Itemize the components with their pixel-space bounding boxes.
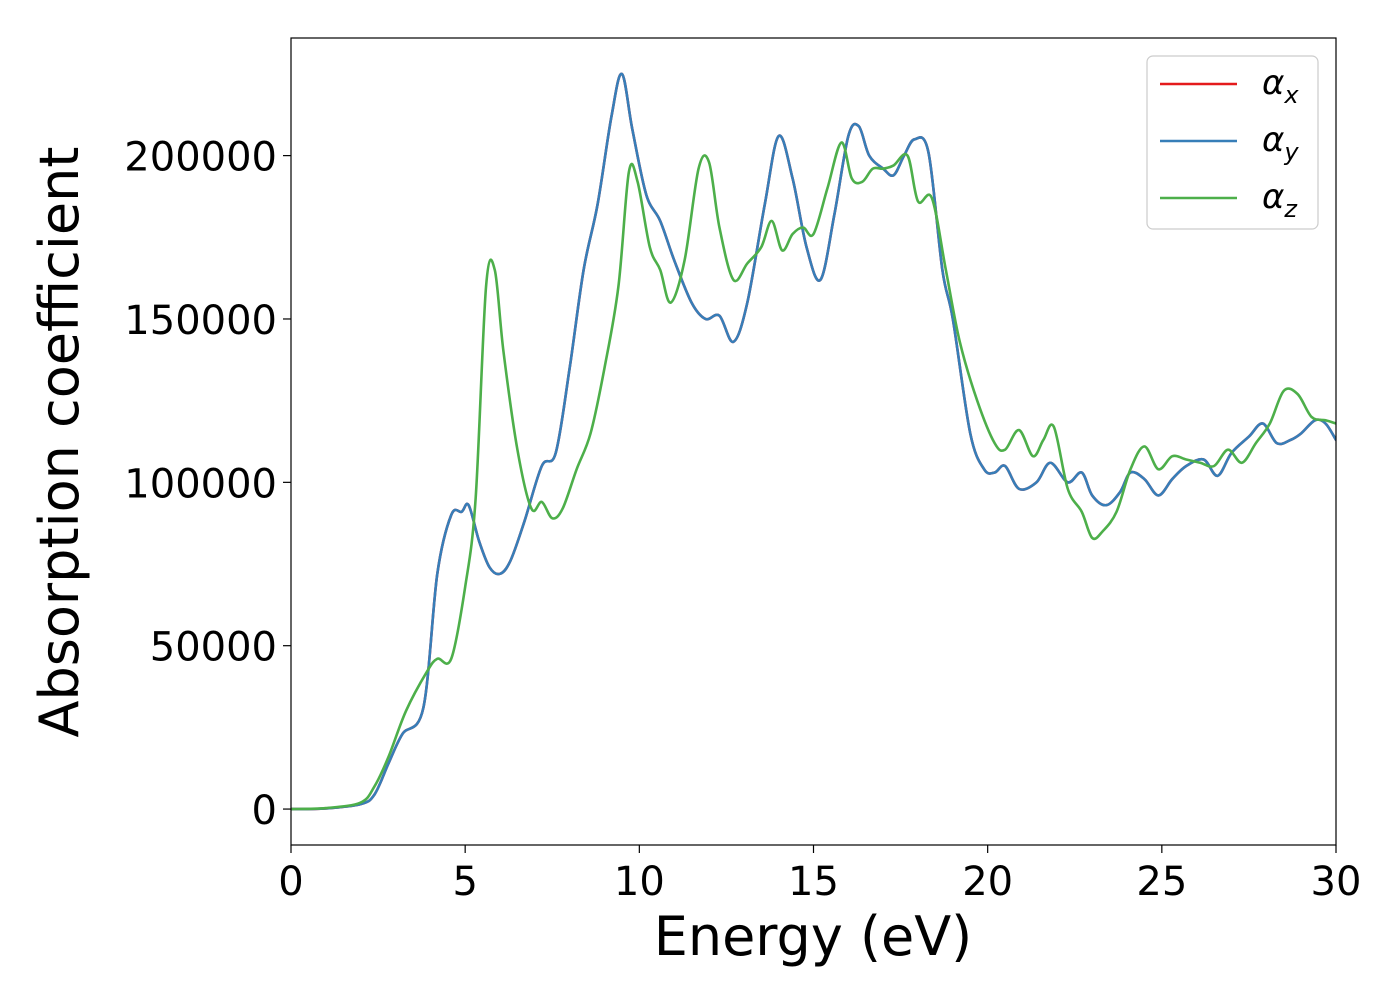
series-layer (291, 72, 1336, 811)
legend-label: αz (1262, 177, 1298, 223)
x-tick-label: 0 (278, 859, 303, 905)
series-line-alpha-y (291, 72, 1336, 811)
legend-box (1146, 55, 1319, 230)
x-axis-title: Energy (eV) (654, 905, 973, 968)
x-tick-label: 30 (1311, 859, 1362, 905)
y-axis-title: Absorption coefficient (28, 147, 91, 738)
y-tick-label: 200000 (124, 135, 277, 181)
x-tick-label: 15 (788, 859, 839, 905)
series-line-alpha-z (291, 141, 1336, 811)
legend: αx αy αz (1146, 55, 1319, 230)
legend-entries: αx αy αz (1160, 63, 1299, 223)
y-tick-label: 50000 (150, 625, 277, 671)
x-tick-label: 5 (452, 859, 477, 905)
x-tick-label: 20 (962, 859, 1013, 905)
x-tick-label: 25 (1136, 859, 1187, 905)
legend-label: αx (1262, 63, 1299, 109)
y-tick-label: 0 (252, 788, 277, 834)
y-axis: 0 50000 100000 150000 200000 (124, 135, 291, 834)
y-tick-label: 150000 (124, 298, 277, 344)
x-tick-label: 10 (614, 859, 665, 905)
y-tick-label: 100000 (124, 461, 277, 507)
legend-label: αy (1262, 120, 1299, 166)
x-axis: 0 5 10 15 20 25 30 (278, 845, 1361, 905)
